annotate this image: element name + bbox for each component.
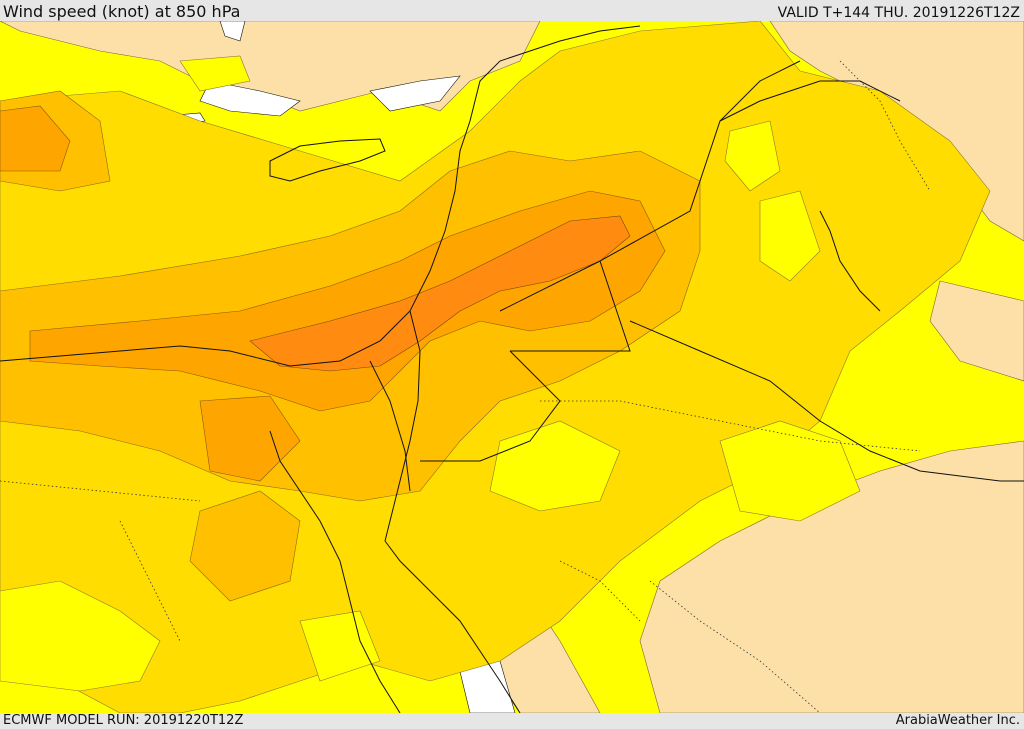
map-title: Wind speed (knot) at 850 hPa (3, 2, 241, 21)
dark-orange-regions (0, 105, 666, 482)
model-run-label: ECMWF MODEL RUN: 20191220T12Z (3, 713, 244, 728)
coastlines (0, 25, 881, 713)
credit-label: ArabiaWeather Inc. (895, 713, 1020, 728)
footer-bar: ECMWF MODEL RUN: 20191220T12Z ArabiaWeat… (0, 713, 1024, 729)
yellow-inner-regions (0, 55, 861, 692)
valid-time: VALID T+144 THU. 20191226T12Z (777, 5, 1020, 21)
header-bar: Wind speed (knot) at 850 hPa VALID T+144… (0, 0, 1024, 21)
national-borders (369, 60, 1024, 492)
wind-speed-map (0, 21, 1024, 713)
